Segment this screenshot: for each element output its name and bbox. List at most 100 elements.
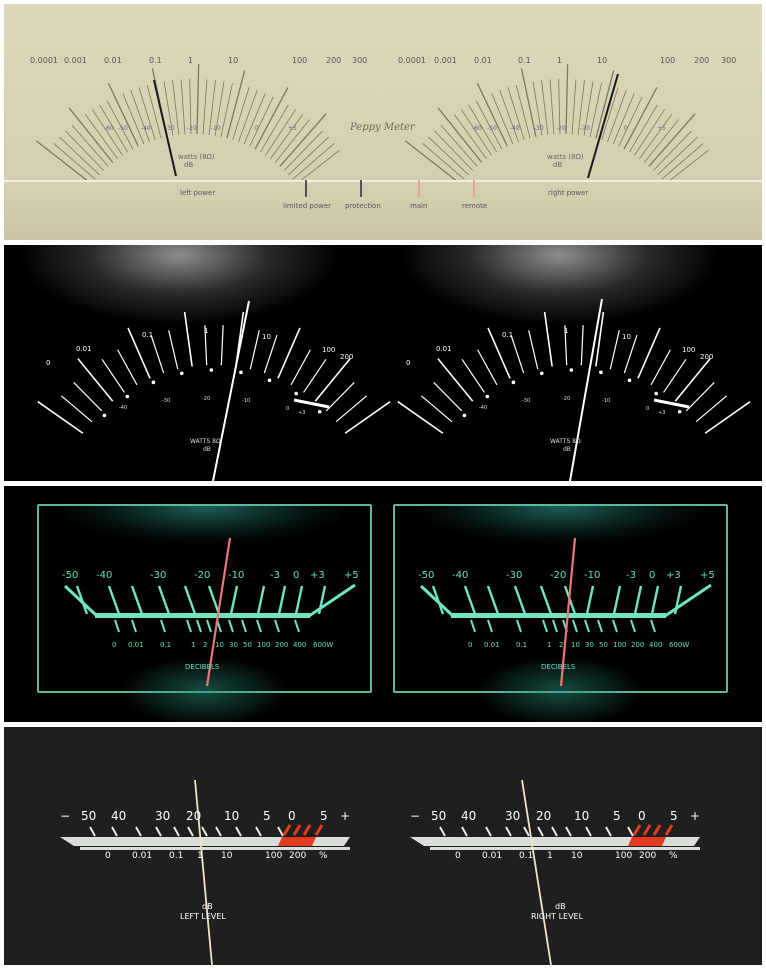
db-label: -30 <box>534 125 544 132</box>
db-label: -30 <box>506 570 523 581</box>
db-label: + <box>340 809 351 823</box>
pct-label: 0 <box>105 851 111 861</box>
scale-tick <box>572 619 578 633</box>
indicator-label: remote <box>462 202 488 210</box>
scale-tick <box>623 334 638 374</box>
scale-dot <box>151 380 156 385</box>
db-label: 0 <box>649 570 656 581</box>
scale-tick <box>516 619 522 633</box>
unit-label: WATTS 8Ω <box>550 438 581 445</box>
scale-tick <box>571 79 577 135</box>
scale-tick <box>206 619 212 633</box>
watt-label: 100 <box>322 346 336 354</box>
scale-tick <box>532 81 543 136</box>
db-label: -20 <box>562 396 571 402</box>
unit-label: WATTS 8Ω <box>190 438 221 445</box>
scale-tick <box>235 826 242 837</box>
db-label: 0 <box>646 406 650 412</box>
scale-dot <box>599 370 603 375</box>
scale-tick <box>453 114 487 160</box>
watt-label: 1 <box>547 641 552 649</box>
watt-label: 100 <box>660 56 676 65</box>
pct-label: 0.1 <box>519 851 534 861</box>
scale-tick <box>628 104 658 153</box>
scale-tick <box>650 349 671 386</box>
scale-tick <box>155 826 162 837</box>
right-channel-label: RIGHT LEVEL <box>531 912 584 921</box>
scale-dot <box>179 371 184 376</box>
scale-tick <box>685 381 715 412</box>
red-tick <box>314 824 324 836</box>
scale-tick <box>117 349 138 386</box>
db-label: − <box>60 809 71 823</box>
scale-tick <box>122 93 145 145</box>
scale-dot <box>627 378 632 383</box>
db-label: +3 <box>658 410 666 416</box>
right-channel-label: right power <box>548 189 589 197</box>
watt-label: 10 <box>571 641 580 649</box>
watt-label: 0 <box>112 641 117 649</box>
scale-tick <box>265 109 296 156</box>
scale-tick <box>491 93 514 145</box>
scale-tick <box>648 113 696 167</box>
scale-tick <box>584 619 590 633</box>
scale-dot <box>485 394 490 399</box>
watt-label: 200 <box>700 353 714 361</box>
db-label: -30 <box>522 398 531 404</box>
scale-tick <box>59 136 100 176</box>
scale-tick <box>259 104 289 153</box>
db-label: -40 <box>96 570 113 581</box>
scale-tick <box>204 325 208 366</box>
watt-label: 2 <box>203 641 208 649</box>
pct-label: 0.01 <box>482 851 503 861</box>
db-label: -20 <box>556 125 566 132</box>
unit-label: watts (8Ω) <box>178 153 215 161</box>
scale-tick <box>288 136 329 176</box>
scale-tick <box>296 149 341 185</box>
pct-label: 0.1 <box>169 851 184 861</box>
scale-tick <box>157 585 171 615</box>
watt-label: 1 <box>557 56 563 65</box>
scale-tick <box>75 585 89 615</box>
db-label: 5 <box>320 809 328 823</box>
scale-tick <box>695 395 728 423</box>
watt-label: 100 <box>613 641 627 649</box>
scale-tick <box>630 619 636 633</box>
scale-tick <box>585 585 595 615</box>
scale-tick <box>232 87 250 141</box>
db-label: -20 <box>194 570 211 581</box>
watt-label: 1 <box>204 327 209 335</box>
watt-label: 400 <box>293 641 307 649</box>
scale-tick <box>461 358 485 393</box>
scale-tick <box>643 119 679 163</box>
scale-tick <box>160 619 166 633</box>
scale-tick <box>172 80 180 135</box>
db-label: -20 <box>187 125 197 132</box>
pct-label: 1 <box>197 851 203 861</box>
db-label: 30 <box>155 809 171 823</box>
left-channel-label: LEFT LEVEL <box>180 912 226 921</box>
scale-tick <box>612 619 618 633</box>
scale-tick <box>314 358 351 402</box>
pct-label: 100 <box>265 851 283 861</box>
db-unit-label: dB <box>203 446 211 453</box>
watt-label: 0.0001 <box>30 56 58 65</box>
remote-indicator <box>473 180 475 197</box>
scale-tick <box>99 104 129 153</box>
pct-label: 200 <box>639 851 657 861</box>
scale-tick <box>431 585 445 615</box>
watt-label: 0.1 <box>518 56 531 65</box>
indicator-label: main <box>410 202 428 210</box>
scale-tick <box>277 585 287 615</box>
watt-label: 0.01 <box>128 641 144 649</box>
scale-tick <box>215 826 222 837</box>
scale-tick <box>228 619 234 633</box>
scale-tick <box>499 90 519 142</box>
scale-tick <box>220 325 224 366</box>
watt-label: 10 <box>228 56 239 65</box>
db-label: -20 <box>202 396 211 402</box>
pct-label: 10 <box>571 851 583 861</box>
db-label: -50 <box>62 570 79 581</box>
scale-tick <box>254 87 289 150</box>
db-label: -40 <box>510 125 520 132</box>
